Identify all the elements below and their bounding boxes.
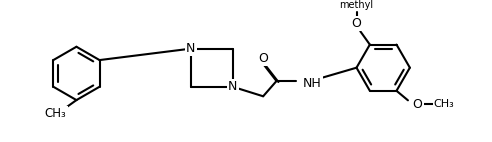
Text: N: N (186, 42, 195, 55)
Text: O: O (352, 17, 362, 30)
Text: methyl: methyl (339, 0, 373, 10)
Text: O: O (258, 52, 268, 65)
Text: O: O (412, 98, 423, 111)
Text: CH₃: CH₃ (45, 107, 66, 120)
Text: CH₃: CH₃ (434, 99, 455, 109)
Text: N: N (228, 80, 237, 93)
Text: NH: NH (303, 77, 322, 90)
